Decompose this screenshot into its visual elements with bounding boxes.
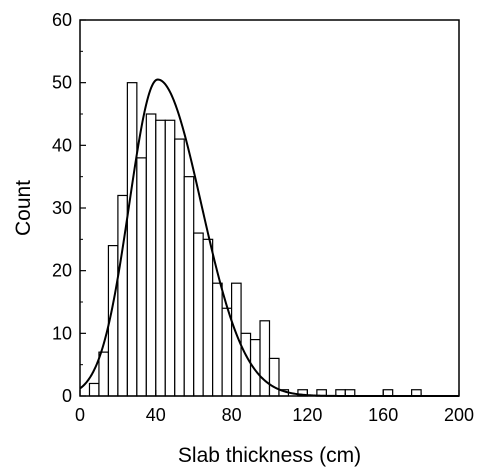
histogram-bar [202, 238, 214, 397]
x-tick-label: 120 [292, 405, 322, 425]
histogram-bar [155, 119, 166, 397]
y-tick-label: 50 [52, 73, 72, 93]
x-tick-label: 80 [222, 405, 242, 425]
histogram-bar [221, 307, 233, 397]
histogram-bar [136, 157, 147, 397]
histogram-bar [268, 357, 280, 397]
histogram-bar [212, 282, 223, 397]
y-tick-label: 10 [52, 323, 72, 343]
histogram-bar [193, 232, 204, 397]
y-tick-label: 40 [52, 135, 72, 155]
histogram-bar [174, 138, 185, 397]
histogram-bar [259, 320, 271, 397]
histogram-bar [126, 82, 138, 397]
histogram-bar [145, 113, 157, 397]
histogram-bars [88, 82, 422, 397]
y-axis-title: Count [12, 180, 35, 236]
x-tick-label: 0 [75, 405, 85, 425]
histogram-bar [240, 332, 252, 397]
x-axis-title: Slab thickness (cm) [178, 444, 361, 467]
plot-frame [79, 19, 460, 397]
y-tick-label: 60 [52, 10, 72, 30]
x-tick-label: 40 [146, 405, 166, 425]
histogram-bar [164, 119, 176, 397]
histogram-bar [98, 351, 110, 397]
y-tick-label: 0 [62, 386, 72, 406]
x-tick-label: 200 [444, 405, 474, 425]
tick-labels: 0 40 80 120 160 200 0 10 20 30 40 50 60 [52, 10, 474, 425]
y-tick-label: 20 [52, 261, 72, 281]
histogram-bar [249, 339, 261, 397]
x-tick-label: 160 [368, 405, 398, 425]
histogram-bar [183, 176, 195, 397]
y-tick-label: 30 [52, 198, 72, 218]
histogram-bar [88, 382, 100, 397]
